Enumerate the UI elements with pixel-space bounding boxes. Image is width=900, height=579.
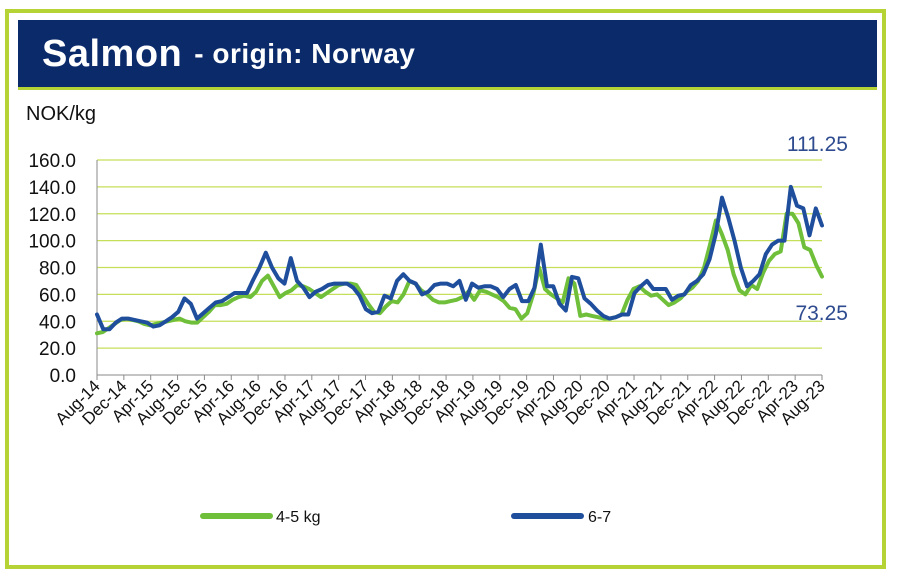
y-axis-label: NOK/kg: [26, 103, 96, 125]
y-tick-labels: 0.0 20.0 40.0 60.0 80.0 100.0 120.0 140.0 160.0: [28, 151, 76, 387]
annotation-latest-6-7: 111.25: [787, 133, 848, 156]
series-line-6-7: [95, 184, 824, 332]
x-tick-labels: Aug-14Dec-14Apr-15Aug-15Dec-15Apr-16Aug-…: [52, 376, 829, 428]
legend: 4-5 kg 6-7: [200, 509, 611, 526]
axes: [96, 160, 823, 380]
y-tick-label: 80.0: [39, 259, 76, 280]
legend-label-6-7: 6-7: [588, 509, 611, 526]
y-tick-label: 0.0: [50, 366, 76, 387]
title-divider: [18, 87, 877, 90]
title-bar: Salmon - origin: Norway: [18, 20, 877, 88]
chart-subtitle: - origin: Norway: [194, 38, 416, 69]
series-lines: [95, 184, 824, 336]
annotation-latest-4-5: 73.25: [795, 302, 848, 325]
legend-label-4-5: 4-5 kg: [276, 509, 320, 526]
y-tick-label: 160.0: [28, 151, 76, 172]
y-tick-label: 100.0: [28, 232, 76, 253]
y-tick-label: 140.0: [28, 178, 76, 199]
chart-title: Salmon: [42, 32, 183, 75]
y-tick-label: 40.0: [39, 312, 76, 333]
y-tick-label: 60.0: [39, 285, 76, 306]
y-tick-label: 20.0: [39, 339, 76, 360]
series-line-4-5-kg: [95, 211, 824, 336]
y-tick-label: 120.0: [28, 205, 76, 226]
gridlines: [97, 159, 822, 349]
